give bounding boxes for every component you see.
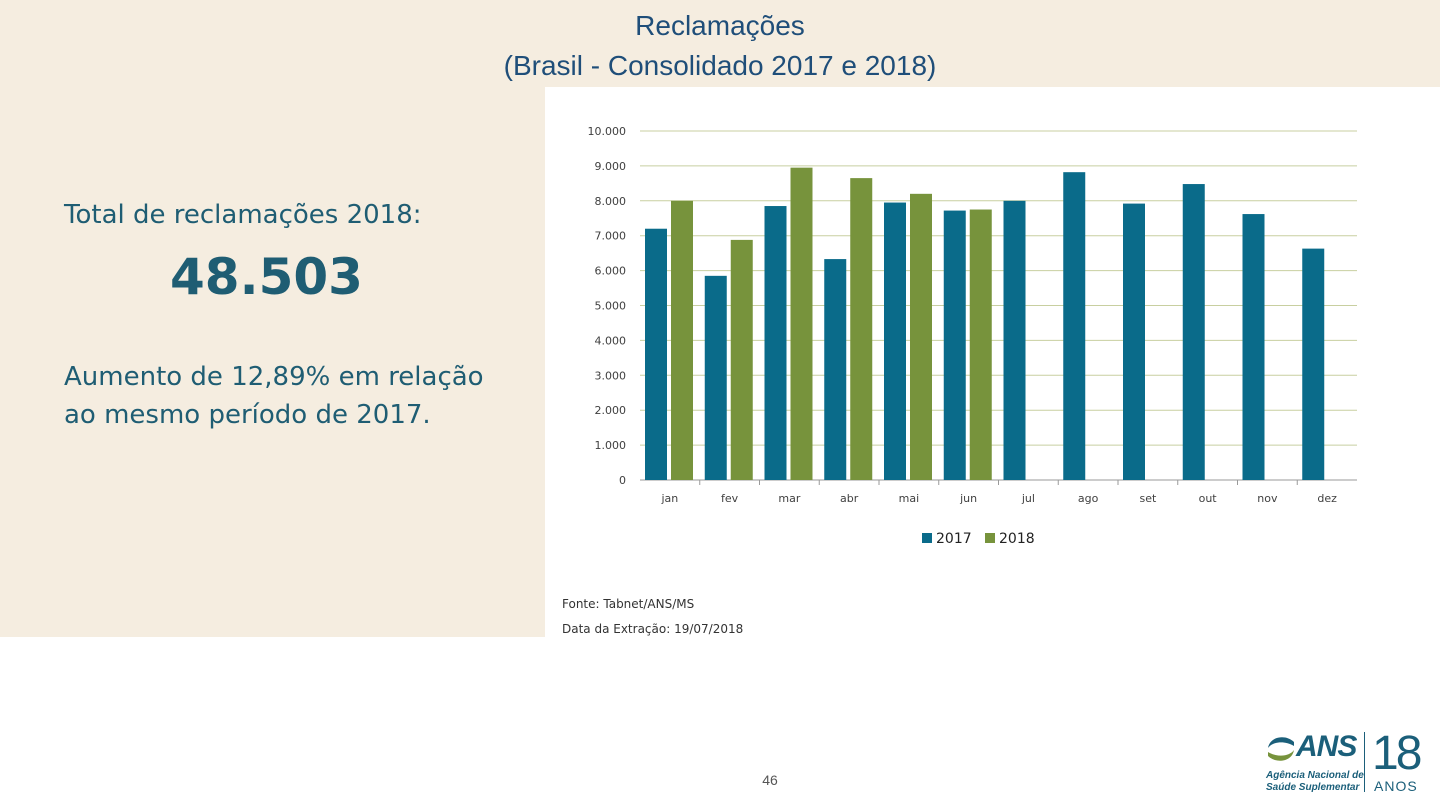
x-tick-label-dez: dez <box>1317 492 1337 505</box>
bar-2017-mai <box>884 202 906 481</box>
bar-2017-set <box>1123 203 1145 480</box>
legend-swatch-2018 <box>985 533 995 543</box>
bar-2017-abr <box>824 259 847 480</box>
x-tick-label-out: out <box>1199 492 1218 505</box>
bar-2018-jan <box>671 200 693 481</box>
bar-2017-nov <box>1242 214 1265 480</box>
bar-2017-jun <box>943 210 966 480</box>
source-note: Fonte: Tabnet/ANS/MS <box>562 597 695 611</box>
y-tick-label: 0 <box>619 474 626 487</box>
bar-2017-dez <box>1302 248 1325 480</box>
bar-2018-mar <box>790 167 813 480</box>
slide-subtitle: (Brasil - Consolidado 2017 e 2018) <box>503 50 937 81</box>
page-number: 46 <box>762 772 778 788</box>
bar-2017-mar <box>764 206 787 480</box>
y-tick-label: 5.000 <box>595 300 627 313</box>
y-tick-label: 1.000 <box>595 439 627 452</box>
y-tick-label: 8.000 <box>595 195 627 208</box>
increase-statement: Aumento de 12,89% em relação ao mesmo pe… <box>64 362 484 430</box>
x-axis-ticks: jan fev mar abr mai jun jul ago set out nov dez <box>660 480 1337 505</box>
chart-bars <box>645 167 1325 481</box>
logo-subtitle-2: Saúde Suplementar <box>1266 782 1360 793</box>
y-tick-label: 3.000 <box>595 369 627 382</box>
y-tick-label: 7.000 <box>595 230 627 243</box>
title-band <box>0 0 1440 87</box>
x-tick-label-fev: fev <box>721 492 739 505</box>
y-tick-label: 10.000 <box>588 125 627 138</box>
legend-label-2018: 2018 <box>999 531 1035 547</box>
chart-gridlines <box>640 130 1357 481</box>
ans-swoosh-icon <box>1268 737 1294 761</box>
logo-divider <box>1364 732 1365 792</box>
bar-2018-jun <box>969 209 992 480</box>
x-tick-label-set: set <box>1139 492 1156 505</box>
x-tick-label-nov: nov <box>1257 492 1278 505</box>
summary-panel <box>0 87 545 637</box>
x-tick-label-jan: jan <box>660 492 678 505</box>
y-tick-label: 4.000 <box>595 334 627 347</box>
x-tick-label-jun: jun <box>959 492 977 505</box>
y-tick-label: 6.000 <box>595 265 627 278</box>
monthly-complaints-chart: 0 1.000 2.000 3.000 4.000 5.000 6.000 7.000 8.00… <box>588 125 1357 547</box>
bar-2017-jan <box>645 228 667 480</box>
y-axis-ticks: 0 1.000 2.000 3.000 4.000 5.000 6.000 7.000 8.00… <box>588 125 627 487</box>
x-tick-label-ago: ago <box>1078 492 1099 505</box>
y-tick-label: 2.000 <box>595 404 627 417</box>
bar-2017-jul <box>1003 200 1026 481</box>
logo-years: 18 <box>1372 727 1422 780</box>
bar-2018-abr <box>850 178 873 480</box>
x-tick-label-mar: mar <box>778 492 800 505</box>
total-complaints-label: Total de reclamações 2018: <box>64 200 422 230</box>
extraction-date-note: Data da Extração: 19/07/2018 <box>562 622 744 636</box>
logo-years-label: ANOS <box>1374 778 1418 794</box>
total-complaints-value: 48.503 <box>170 248 363 306</box>
logo-name: ANS <box>1296 730 1357 763</box>
bar-2018-fev <box>730 239 753 480</box>
bar-2017-out <box>1182 184 1205 480</box>
chart-legend: 2017 2018 <box>922 531 1035 547</box>
logo-subtitle-1: Agência Nacional de <box>1266 770 1364 781</box>
legend-label-2017: 2017 <box>936 531 972 547</box>
x-tick-label-abr: abr <box>840 492 859 505</box>
x-tick-label-mai: mai <box>899 492 920 505</box>
bar-2017-ago <box>1063 172 1086 480</box>
x-tick-label-jul: jul <box>1021 492 1035 505</box>
legend-swatch-2017 <box>922 533 932 543</box>
slide-title: Reclamações <box>635 10 805 41</box>
bar-2018-mai <box>910 193 932 480</box>
bar-2017-fev <box>704 275 727 480</box>
ans-logo: ANS Agência Nacional de Saúde Suplementa… <box>1262 727 1432 796</box>
y-tick-label: 9.000 <box>595 160 627 173</box>
